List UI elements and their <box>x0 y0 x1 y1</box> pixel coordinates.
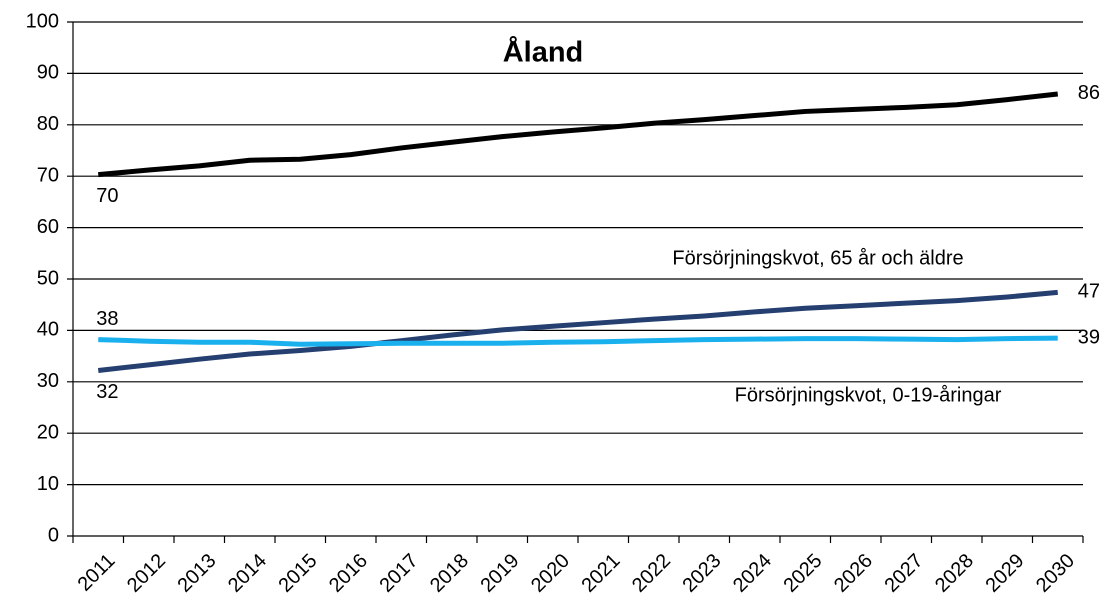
x-tick-label: 2019 <box>476 550 523 597</box>
x-tick-label: 2022 <box>628 550 675 597</box>
data-label: 39 <box>1078 326 1100 348</box>
y-tick-label: 50 <box>37 267 59 289</box>
x-tick-label: 2018 <box>426 550 473 597</box>
x-tick-label: 2016 <box>325 550 372 597</box>
y-tick-label: 10 <box>37 473 59 495</box>
x-tick-label: 2023 <box>678 550 725 597</box>
y-tick-label: 60 <box>37 216 59 238</box>
data-label: 86 <box>1078 82 1100 104</box>
data-label: 47 <box>1078 281 1100 303</box>
x-tick-label: 2014 <box>224 550 271 597</box>
x-tick-label: 2012 <box>123 550 170 597</box>
x-tick-label: 2017 <box>375 550 422 597</box>
y-tick-label: 100 <box>26 10 59 32</box>
x-tick-label: 2015 <box>274 550 321 597</box>
x-tick-label: 2028 <box>931 550 978 597</box>
y-tick-label: 70 <box>37 164 59 186</box>
series-line <box>98 335 1058 347</box>
x-tick-label: 2011 <box>74 550 120 596</box>
x-tick-label: 2013 <box>173 550 220 597</box>
y-tick-label: 40 <box>37 319 59 341</box>
y-tick-label: 0 <box>48 524 59 546</box>
series-line <box>97 289 1058 373</box>
series-line <box>98 91 1059 178</box>
series-annotation: Försörjningskvot, 65 år och äldre <box>672 247 963 269</box>
data-label: 70 <box>96 185 118 207</box>
data-label: 32 <box>96 381 118 403</box>
x-tick-label: 2026 <box>830 550 877 597</box>
chart-title: Åland <box>503 36 584 69</box>
series-annotation: Försörjningskvot, 0-19-åringar <box>735 384 1002 406</box>
x-tick-label: 2025 <box>779 550 826 597</box>
x-tick-label: 2027 <box>880 550 927 597</box>
x-tick-label: 2029 <box>981 550 1028 597</box>
data-label: 38 <box>96 308 118 330</box>
x-tick-label: 2030 <box>1032 550 1079 597</box>
y-tick-label: 80 <box>37 113 59 135</box>
y-tick-label: 20 <box>37 421 59 443</box>
y-tick-label: 90 <box>37 62 59 84</box>
x-tick-label: 2021 <box>577 550 624 597</box>
y-tick-label: 30 <box>37 370 59 392</box>
x-tick-label: 2024 <box>729 550 776 597</box>
x-tick-label: 2020 <box>527 550 574 597</box>
